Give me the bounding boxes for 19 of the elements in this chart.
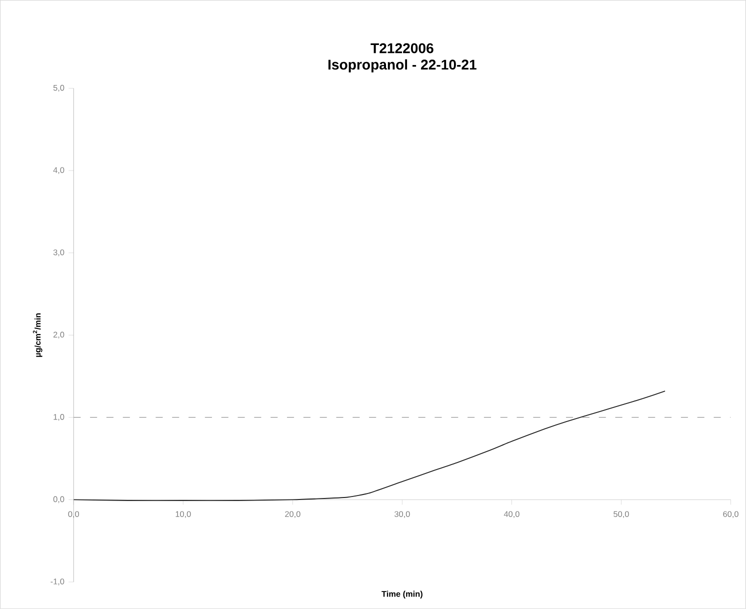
- x-tick-label: 30,0: [394, 511, 410, 518]
- y-tick-label: 3,0: [53, 250, 64, 256]
- x-tick-label: 20,0: [285, 511, 300, 518]
- x-tick-label: 10,0: [176, 511, 191, 518]
- chart-subtitle: Isopropanol - 22-10-21: [328, 59, 476, 72]
- chart-title: T2122006: [370, 43, 434, 54]
- y-tick-label: 0,0: [53, 496, 64, 504]
- y-tick-label: -1,0: [50, 578, 64, 586]
- y-tick-label: 2,0: [53, 332, 64, 339]
- x-tick-label: 60,0: [723, 511, 738, 518]
- x-tick-label: 50,0: [614, 511, 629, 518]
- x-tick-label: 0,0: [68, 511, 80, 518]
- y-tick-label: 4,0: [53, 167, 64, 174]
- line-series: [74, 390, 666, 502]
- x-tick-label: 40,0: [504, 511, 520, 518]
- y-tick-label: 1,0: [54, 414, 64, 421]
- y-axis-title: µg/cm$^{2}$/min: [32, 313, 42, 357]
- x-axis-title: Time (min): [382, 590, 422, 599]
- y-tick-label: 5,0: [53, 84, 64, 92]
